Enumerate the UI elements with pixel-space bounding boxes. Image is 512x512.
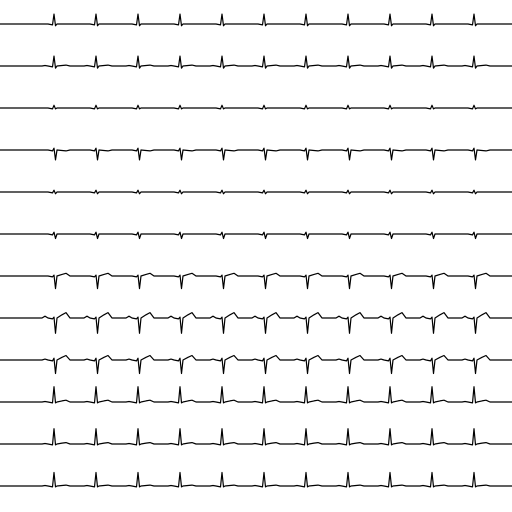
- ecg-lead-trace-9: [0, 354, 512, 375]
- ecg-lead-trace-2: [0, 55, 512, 69]
- ecg-lead-trace-10: [0, 386, 512, 404]
- ecg-lead-trace-12: [0, 471, 512, 488]
- ecg-lead-trace-4: [0, 147, 512, 161]
- ecg-lead-trace-1: [0, 13, 512, 27]
- ecg-lead-trace-11: [0, 428, 512, 446]
- ecg-lead-trace-5: [0, 189, 512, 195]
- ecg-lead-trace-3: [0, 104, 512, 110]
- ecg-lead-trace-7: [0, 272, 512, 290]
- ecg-lead-trace-8: [0, 312, 512, 334]
- ecg-lead-trace-6: [0, 231, 512, 240]
